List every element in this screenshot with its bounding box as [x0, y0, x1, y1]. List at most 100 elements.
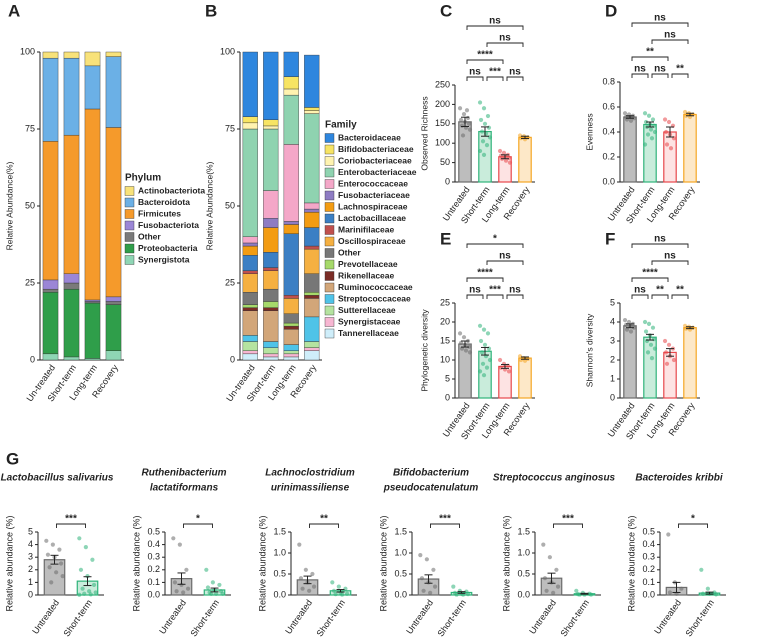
legend-swatch [124, 220, 135, 231]
y-axis-label: Observed Richness [419, 96, 429, 170]
data-point [679, 586, 684, 591]
data-point [465, 115, 471, 121]
data-point [432, 584, 438, 589]
bar-segment [283, 322, 299, 327]
data-point [517, 354, 523, 359]
data-point [623, 322, 629, 327]
data-point [662, 117, 668, 122]
data-point [87, 589, 92, 594]
bar-segment [84, 301, 101, 304]
y-tick-label: 25 [225, 277, 235, 287]
significance-label: ns [469, 67, 481, 78]
data-point [667, 590, 673, 595]
data-point [541, 542, 546, 547]
bar-segment [242, 51, 258, 117]
bar-segment [283, 298, 299, 314]
subplot-title: Bacteroides kribbi [635, 473, 722, 484]
data-point [646, 113, 652, 118]
bar-segment [105, 127, 122, 298]
significance-label: ns [509, 285, 521, 296]
significance-label: * [196, 514, 200, 525]
bar-segment [105, 56, 122, 128]
significance-bracket [631, 243, 689, 248]
bar-segment [263, 227, 279, 253]
bar-segment [42, 141, 59, 281]
bar-segment [42, 51, 59, 59]
y-axis-label: Relative abundance (%) [378, 515, 388, 611]
legend-swatch [324, 213, 335, 224]
data-point [220, 591, 225, 596]
data-point [481, 106, 487, 111]
y-tick-label: 100 [220, 46, 235, 56]
significance-bracket [651, 294, 669, 299]
y-tick-label: 10 [440, 354, 450, 364]
x-tick-label: Short-term [559, 598, 592, 639]
bar-segment [42, 353, 59, 361]
y-tick-label: 0.5 [517, 568, 530, 578]
y-tick-label: 1.0 [517, 547, 530, 557]
data-point [547, 555, 552, 560]
bar-segment [304, 298, 320, 318]
bar [683, 327, 697, 399]
data-point [477, 148, 483, 154]
significance-label: ns [664, 30, 676, 41]
bar-segment [242, 350, 258, 355]
data-point [477, 100, 483, 105]
y-tick-label: 25 [440, 297, 450, 307]
data-point [644, 338, 650, 344]
data-point [44, 538, 49, 543]
significance-bracket [466, 243, 524, 248]
legend-label: Fusobacteriota [138, 220, 199, 230]
bar-segment [283, 353, 299, 358]
significance-label: ns [499, 251, 511, 262]
bar-segment [304, 295, 320, 299]
data-point [80, 586, 85, 591]
data-point [480, 139, 486, 144]
y-tick-label: 100 [20, 46, 35, 56]
data-point [343, 586, 348, 591]
data-point [664, 142, 670, 147]
data-point [331, 588, 337, 593]
significance-label: ns [469, 285, 481, 296]
bar-segment [263, 267, 279, 271]
data-point [479, 129, 485, 134]
data-point [78, 567, 84, 572]
data-point [47, 565, 52, 570]
data-point [506, 369, 512, 374]
significance-bracket [466, 76, 484, 81]
bar-segment [242, 307, 258, 311]
significance-label: ** [676, 285, 684, 296]
data-point [497, 357, 503, 363]
legend-label: Ruminococcaceae [338, 282, 413, 292]
data-point [90, 557, 95, 562]
significance-bracket [651, 73, 669, 78]
significance-bracket [486, 76, 504, 81]
bar-segment [263, 51, 279, 120]
data-point [210, 580, 215, 585]
bar-segment [105, 350, 122, 361]
data-point [650, 117, 656, 122]
y-tick-label: 50 [225, 200, 235, 210]
data-point [671, 357, 677, 363]
significance-bracket [466, 277, 504, 282]
data-point [498, 365, 504, 370]
data-point [303, 567, 308, 572]
bar-segment [283, 221, 299, 225]
data-point [298, 576, 304, 581]
y-axis-label: Shannon's diversity [584, 313, 594, 387]
significance-bracket [486, 42, 524, 47]
bar [623, 325, 637, 399]
bar-segment [304, 316, 320, 342]
y-tick-label: 100 [435, 138, 450, 148]
legend-swatch [324, 317, 335, 327]
x-tick-label: Untreated [157, 598, 188, 636]
x-tick-label: Short-term [436, 598, 469, 639]
data-point [460, 133, 466, 138]
y-axis-label: Phylogenetic diversity [419, 309, 429, 392]
bar [518, 357, 532, 399]
bar-segment [263, 128, 279, 191]
y-tick-label: 0.5 [273, 568, 286, 578]
y-tick-label: 1.5 [273, 526, 286, 536]
significance-label: ns [509, 67, 521, 78]
bar-segment [105, 51, 122, 57]
